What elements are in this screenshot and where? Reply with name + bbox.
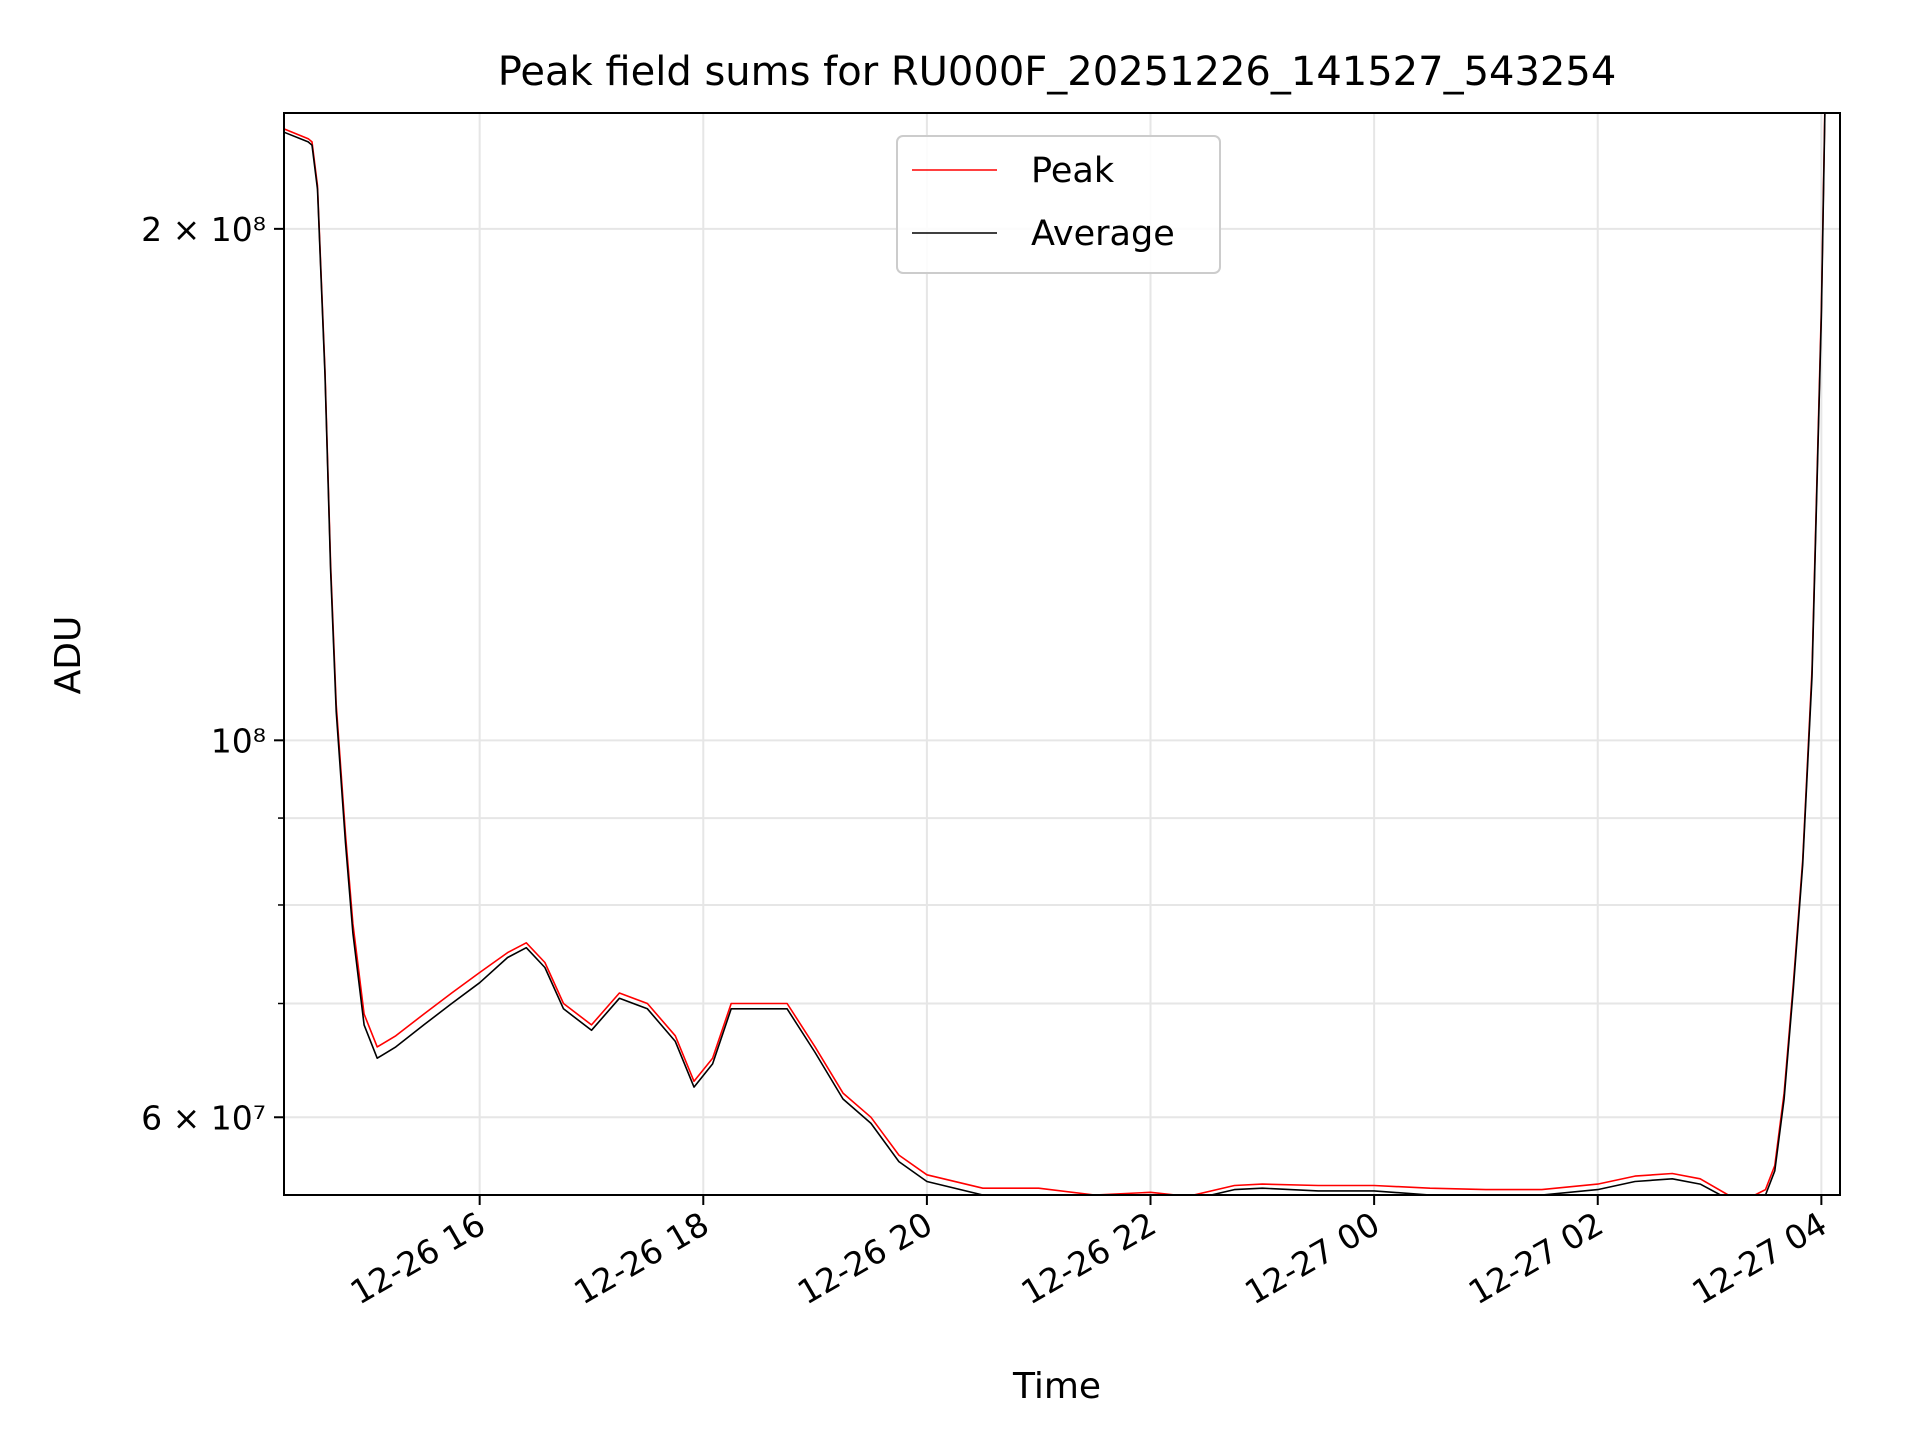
y-tick-label: 10⁸: [211, 721, 266, 760]
x-axis-label: Time: [1012, 1366, 1101, 1407]
chart-title: Peak field sums for RU000F_20251226_1415…: [498, 49, 1617, 95]
series-line-average: [284, 113, 1826, 1195]
y-tick-label: 2 × 10⁸: [141, 210, 266, 249]
series-line-peak: [284, 113, 1826, 1195]
legend-label-peak: Peak: [1031, 151, 1115, 191]
plot-frame: [283, 112, 1841, 1196]
y-tick-label: 6 × 10⁷: [141, 1098, 266, 1137]
y-axis-label: ADU: [48, 616, 89, 695]
legend-label-average: Average: [1031, 214, 1175, 254]
legend: Peak Average: [896, 135, 1221, 274]
plot-series: [284, 113, 1826, 1195]
y-axis-ticks: 2 × 10⁸ 10⁸ 6 × 10⁷: [141, 210, 284, 1137]
